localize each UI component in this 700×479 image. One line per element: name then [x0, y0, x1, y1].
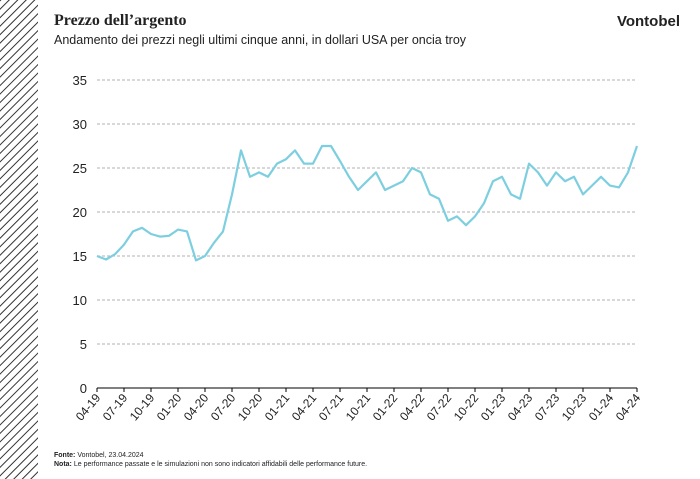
x-tick-label: 01-22	[370, 391, 401, 424]
plot: 0510152025303504-1907-1910-1901-2004-200…	[73, 73, 644, 423]
source-label: Fonte:	[54, 452, 75, 459]
source-text: Vontobel, 23.04.2024	[77, 452, 143, 459]
y-tick-label: 30	[73, 117, 87, 132]
x-tick-label: 04-22	[397, 391, 428, 424]
x-tick-label: 04-20	[181, 391, 212, 424]
y-tick-label: 25	[73, 161, 87, 176]
chart-subtitle: Andamento dei prezzi negli ultimi cinque…	[54, 33, 467, 47]
y-tick-label: 15	[73, 249, 87, 264]
note-label: Nota:	[54, 461, 72, 468]
x-tick-label: 01-21	[262, 391, 293, 424]
y-tick-label: 10	[73, 293, 87, 308]
y-tick-label: 5	[80, 337, 87, 352]
y-tick-label: 0	[80, 381, 87, 396]
source: Fonte: Vontobel, 23.04.2024	[54, 452, 144, 459]
x-tick-label: 10-21	[343, 391, 374, 424]
x-tick-label: 10-22	[451, 391, 482, 424]
series-line	[96, 144, 639, 262]
x-tick-label: 07-23	[532, 391, 563, 424]
x-tick-label: 04-21	[289, 391, 320, 424]
x-tick-label: 04-24	[613, 391, 644, 424]
brand: Vontobel	[617, 13, 680, 30]
x-tick-label: 10-19	[127, 391, 158, 424]
x-tick-label: 01-20	[154, 391, 185, 424]
hatch-band	[0, 0, 38, 479]
note: Nota: Le performance passate e le simula…	[54, 461, 367, 468]
x-tick-label: 10-23	[559, 391, 590, 424]
x-tick-label: 07-20	[208, 391, 239, 424]
x-tick-label: 01-24	[586, 391, 617, 424]
y-tick-label: 35	[73, 73, 87, 88]
y-tick-label: 20	[73, 205, 87, 220]
x-tick-label: 04-23	[505, 391, 536, 424]
x-tick-label: 04-19	[73, 391, 104, 424]
x-tick-label: 07-21	[316, 391, 347, 424]
note-text: Le performance passate e le simulazioni …	[74, 461, 367, 468]
x-tick-label: 01-23	[478, 391, 509, 424]
x-tick-label: 07-19	[100, 391, 131, 424]
chart-title: Prezzo dell’argento	[54, 12, 187, 29]
x-tick-label: 07-22	[424, 391, 455, 424]
x-tick-label: 10-20	[235, 391, 266, 424]
